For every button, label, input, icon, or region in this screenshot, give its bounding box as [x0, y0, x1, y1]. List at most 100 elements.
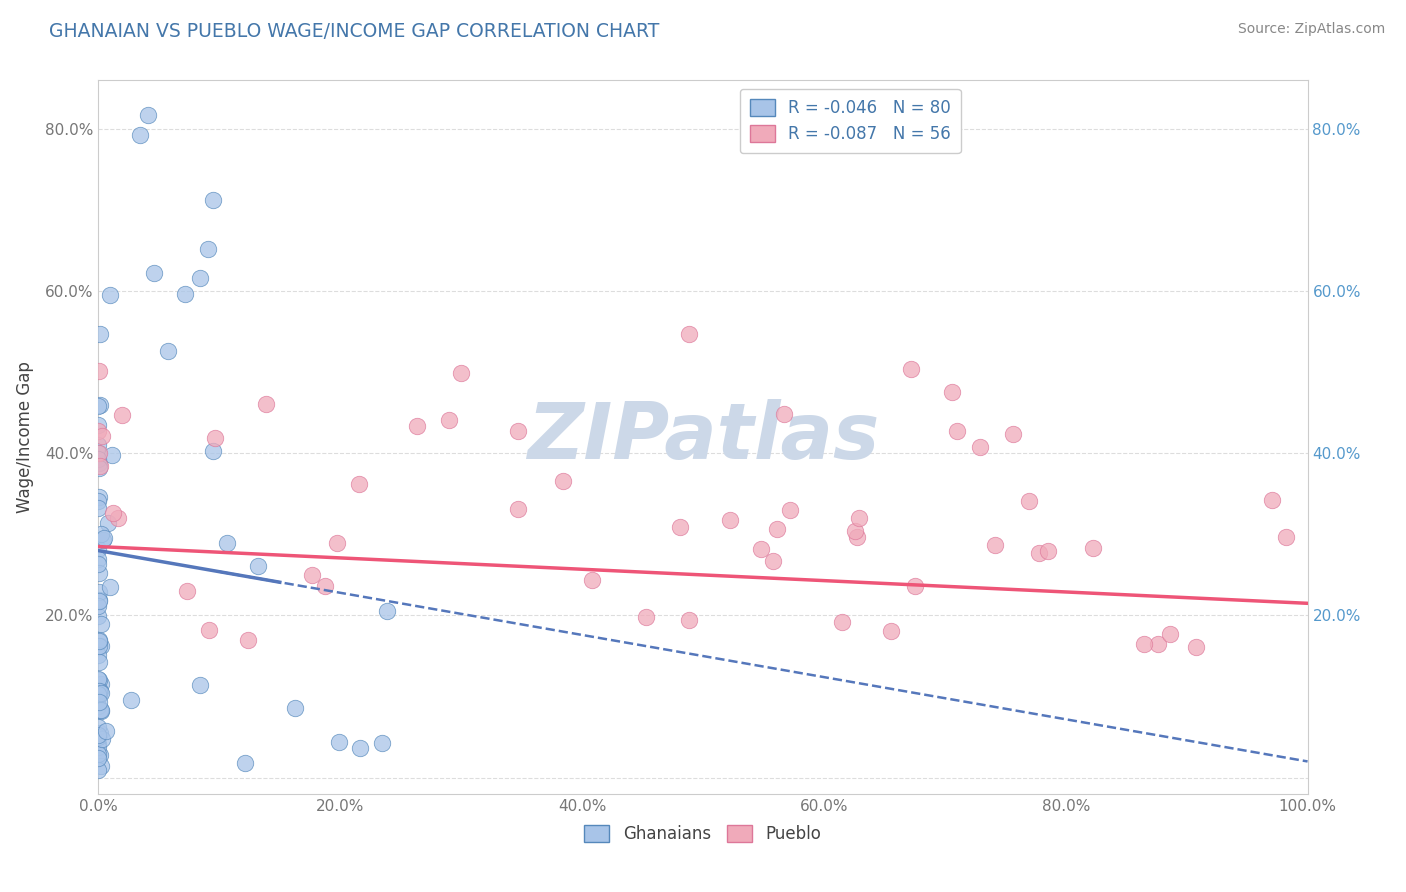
Point [89, 327, 111, 342]
Point [1028, 546, 1050, 560]
Point [1001, 426, 1024, 441]
Point [506, 501, 529, 516]
Point [326, 536, 349, 550]
Point [89, 364, 111, 378]
Point [90, 616, 112, 631]
Point [1132, 637, 1154, 651]
Point [1274, 530, 1296, 544]
Point [284, 700, 307, 714]
Point [143, 266, 166, 280]
Point [87, 764, 110, 778]
Point [87, 720, 110, 734]
Point [347, 477, 370, 491]
Point [636, 610, 658, 624]
Point [89, 456, 111, 470]
Point [765, 522, 787, 536]
Point [89, 703, 111, 717]
Point [98, 288, 121, 302]
Point [349, 740, 371, 755]
Point [254, 397, 277, 411]
Point [215, 536, 238, 550]
Point [1038, 544, 1060, 558]
Point [89, 747, 111, 762]
Point [831, 615, 853, 630]
Point [87, 688, 110, 702]
Point [669, 520, 692, 534]
Text: Source: ZipAtlas.com: Source: ZipAtlas.com [1237, 22, 1385, 37]
Point [188, 270, 211, 285]
Point [91, 429, 114, 443]
Point [90, 639, 112, 653]
Point [87, 399, 110, 413]
Point [87, 655, 110, 669]
Point [89, 459, 111, 474]
Point [90, 703, 112, 717]
Point [87, 500, 110, 515]
Point [87, 452, 110, 467]
Point [1261, 492, 1284, 507]
Point [93, 531, 115, 545]
Point [89, 639, 111, 653]
Point [89, 398, 111, 412]
Point [204, 431, 226, 445]
Point [1147, 636, 1170, 650]
Point [844, 524, 866, 538]
Point [188, 678, 211, 692]
Point [98, 580, 121, 594]
Point [1185, 640, 1208, 654]
Point [437, 413, 460, 427]
Point [91, 533, 114, 547]
Point [969, 440, 991, 454]
Point [89, 684, 111, 698]
Point [900, 361, 922, 376]
Point [87, 566, 110, 581]
Point [87, 687, 110, 701]
Point [120, 692, 142, 706]
Point [506, 424, 529, 438]
Point [941, 384, 963, 399]
Text: GHANAIAN VS PUEBLO WAGE/INCOME GAP CORRELATION CHART: GHANAIAN VS PUEBLO WAGE/INCOME GAP CORRE… [49, 22, 659, 41]
Point [202, 443, 225, 458]
Point [87, 593, 110, 607]
Point [157, 343, 180, 358]
Point [90, 759, 112, 773]
Point [90, 526, 112, 541]
Point [176, 583, 198, 598]
Point [87, 633, 110, 648]
Point [87, 672, 110, 686]
Legend: Ghanaians, Pueblo: Ghanaians, Pueblo [578, 818, 828, 850]
Point [718, 513, 741, 527]
Point [773, 407, 796, 421]
Point [984, 538, 1007, 552]
Point [87, 599, 110, 614]
Point [846, 530, 869, 544]
Point [762, 554, 785, 568]
Point [314, 579, 336, 593]
Point [129, 128, 152, 142]
Point [87, 490, 110, 504]
Point [201, 193, 224, 207]
Point [197, 243, 219, 257]
Point [87, 438, 110, 452]
Point [87, 737, 110, 751]
Point [87, 648, 110, 662]
Point [678, 327, 700, 342]
Point [450, 367, 472, 381]
Point [848, 510, 870, 524]
Point [90, 704, 112, 718]
Point [173, 287, 195, 301]
Point [87, 417, 110, 432]
Point [87, 461, 110, 475]
Point [1081, 541, 1104, 555]
Text: ZIPatlas: ZIPatlas [527, 399, 879, 475]
Point [87, 557, 110, 571]
Point [87, 695, 110, 709]
Point [87, 633, 110, 648]
Point [87, 551, 110, 566]
Point [87, 584, 110, 599]
Point [1159, 627, 1181, 641]
Point [87, 673, 110, 687]
Y-axis label: Wage/Income Gap: Wage/Income Gap [15, 361, 34, 513]
Point [87, 446, 110, 460]
Point [136, 108, 159, 122]
